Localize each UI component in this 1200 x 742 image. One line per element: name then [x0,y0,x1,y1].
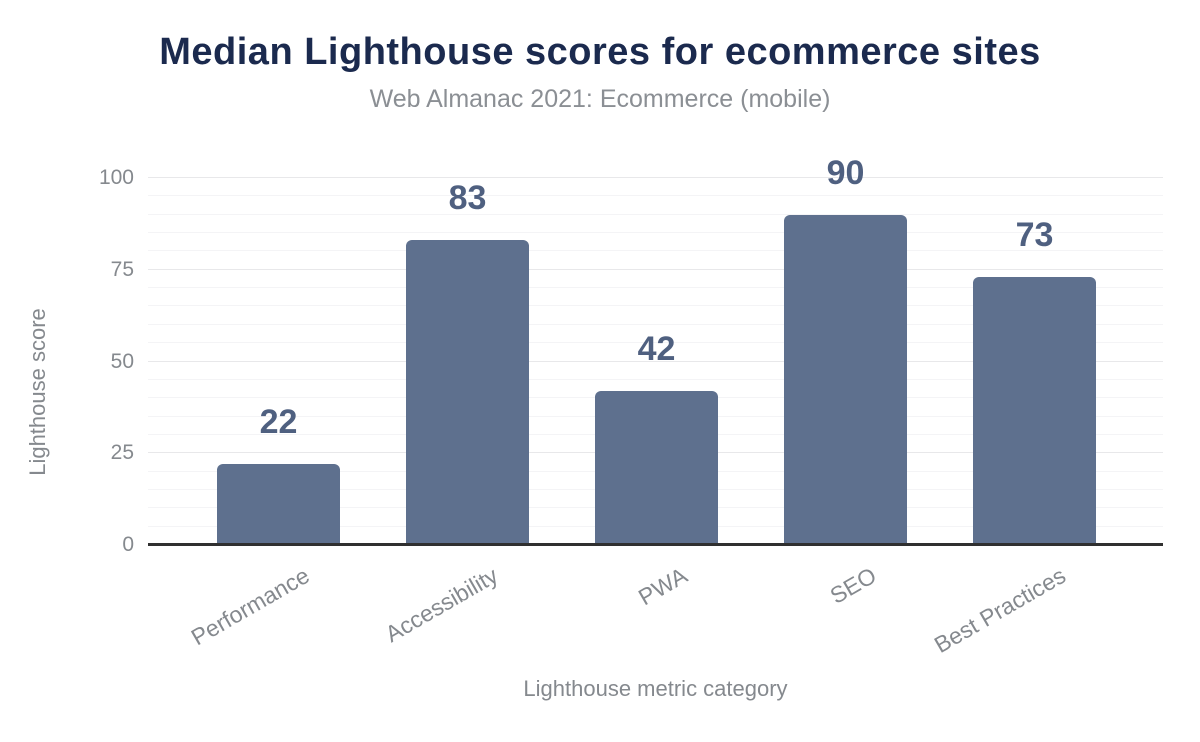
gridline-y-75 [148,268,1163,270]
y-tick-label-25: 25 [110,441,134,465]
chart-subtitle: Web Almanac 2021: Ecommerce (mobile) [369,85,831,113]
bar-accessibility [406,240,529,545]
gridline-y-65 [148,305,1163,307]
y-tick-label-100: 100 [98,166,134,189]
gridline-y-60 [148,323,1163,325]
gridline-y-80 [148,250,1163,252]
x-tick-label-accessibility: Accessibility [381,562,503,648]
y-tick-label-50: 50 [110,349,134,373]
y-axis-title: Lighthouse score [25,308,50,476]
x-tick-label-performance: Performance [186,562,314,651]
gridline-y-50 [148,360,1163,362]
gridline-y-90 [148,213,1163,215]
gridline-y-100 [148,177,1163,178]
bar-performance [217,464,340,545]
chart-title: Median Lighthouse scores for ecommerce s… [159,31,1041,73]
gridline-y-85 [148,232,1163,234]
x-tick-label-pwa: PWA [633,562,692,611]
bar-best-practices [973,277,1096,545]
value-label-pwa: 42 [637,329,676,368]
gridline-y-70 [148,287,1163,289]
y-tick-label-0: 0 [122,533,134,556]
gridline-y-55 [148,342,1163,344]
y-tick-label-75: 75 [110,257,134,281]
x-axis-title: Lighthouse metric category [523,676,788,701]
x-tick-label-seo: SEO [825,562,881,609]
bar-seo [784,214,907,545]
gridline-y-45 [148,378,1163,380]
value-label-seo: 90 [826,153,865,192]
bar-pwa [595,390,718,545]
plot-area: 0 25 50 75 100 22 Performance 83 Accessibility 42… [99,155,1163,658]
gridline-y-95 [148,195,1163,197]
x-axis-line [148,543,1163,546]
x-tick-label-best-practices: Best Practices [929,562,1070,659]
value-label-performance: 22 [259,403,298,442]
value-label-accessibility: 83 [448,179,487,218]
value-label-best-practices: 73 [1015,216,1054,255]
